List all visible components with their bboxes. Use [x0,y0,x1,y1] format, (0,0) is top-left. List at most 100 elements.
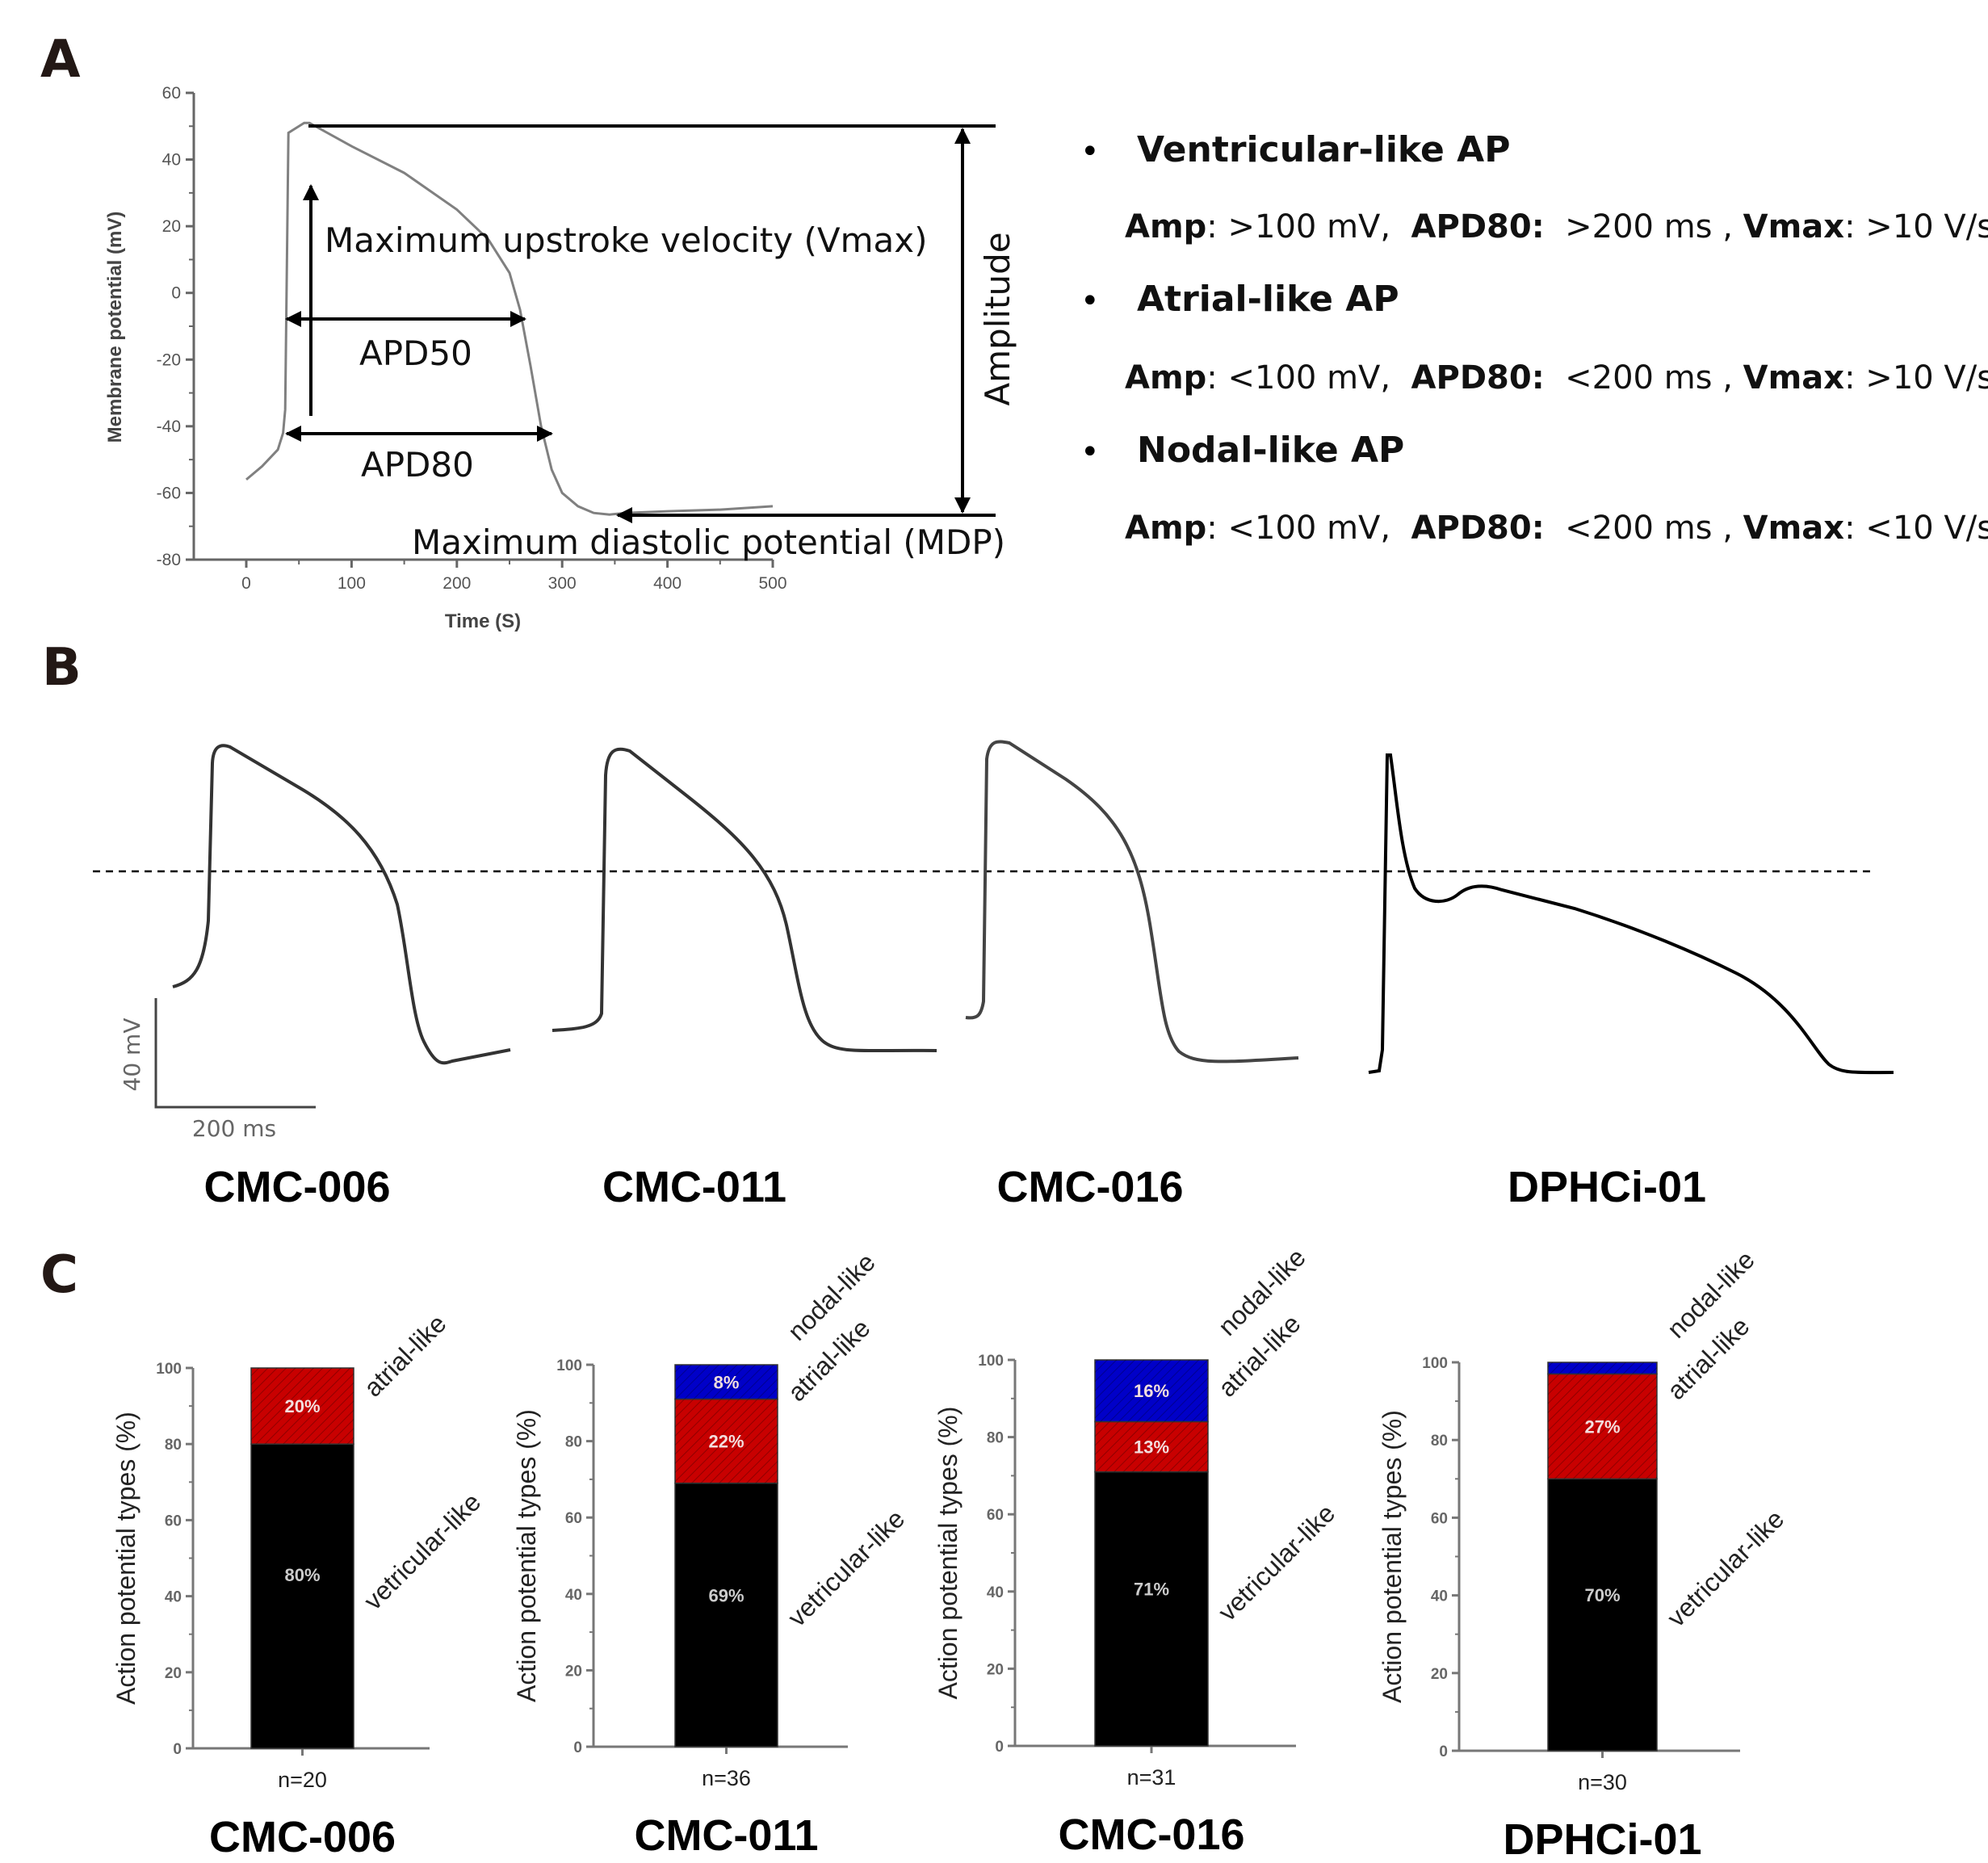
segment-value-label: 22% [708,1432,744,1452]
y-tick-label: 80 [1431,1433,1448,1450]
bar-hatch-nodal-like [1095,1360,1208,1422]
colon: : [1844,510,1856,547]
cell-line-label: CMC-016 [996,1163,1183,1211]
y-axis-label: Action potential types (%) [111,1412,141,1705]
y-tick-label: -40 [157,417,181,436]
amp-label: Amp [1125,359,1207,397]
stacked-bar-chart-cmc-011: 0 20 40 60 80 100 Action potential types (%) n=… [512,1248,910,1860]
x-axis-label: Time (S) [445,611,521,632]
chart-title: CMC-016 [1058,1811,1244,1859]
colon: : [1844,208,1856,245]
segment-type-label-vetricular-like: vetricular-like [358,1487,486,1616]
segment-type-label-atrial-like: atrial-like [358,1309,451,1403]
bar-segment-vetricular-like [1094,1471,1209,1747]
segment-value-label: 69% [708,1585,744,1605]
y-tick-label: 100 [1422,1355,1448,1372]
y-axis-label: Action potential types (%) [512,1409,541,1702]
amp-value: <100 mV, [1227,510,1391,547]
amplitude-label: Amplitude [978,232,1017,405]
vmax-label: Maximum upstroke velocity (Vmax) [325,220,927,260]
y-tick-label: 20 [987,1661,1004,1678]
y-tick-label: 100 [156,1361,182,1378]
y-tick-label: 0 [1439,1743,1448,1760]
panel-a-axes [186,91,774,568]
y-tick-label: 60 [165,1513,182,1529]
panel-letter-b: B [42,638,82,698]
apd80-label: APD80: [1411,208,1545,245]
x-tick-label: 300 [548,574,577,593]
y-axis-label: Action potential types (%) [1378,1410,1407,1703]
x-tick-label: 400 [653,574,682,593]
panel-letter-c: C [40,1245,78,1305]
chart-title: DPHCi-01 [1503,1815,1701,1863]
apd80-label: APD80 [361,445,474,485]
mdp-label: Maximum diastolic potential (MDP) [412,522,1005,562]
action-potential-trace [245,121,774,516]
trace-dphci-01 [1368,753,1894,1075]
y-tick-label: -20 [157,350,181,369]
y-tick-label: 40 [987,1584,1004,1601]
segment-value-label: 20% [284,1396,320,1416]
bar-segment-vetricular-like [674,1482,778,1748]
bar-hatch-atrial-like [675,1399,778,1483]
cell-line-label: CMC-006 [203,1163,390,1211]
panel-letter-a: A [40,30,81,90]
panel-b-traces: B 40 mV 200 ms CMC-006 CMC-011 CMC-016 D… [42,638,1894,1211]
colon: : [1206,208,1218,245]
bullet: • [1080,283,1100,320]
bar-hatch-atrial-like [1548,1374,1657,1479]
vmax-value: >10 V/s [1865,208,1988,245]
criteria-values: Amp: <100 mV, APD80: <200 ms , Vmax: >10… [1125,359,1988,397]
y-tick-label: 20 [1431,1666,1448,1683]
bullet: • [1080,434,1100,471]
category-label: n=30 [1578,1770,1627,1794]
x-tick-label: 100 [338,574,366,593]
y-tick-label: -60 [157,484,181,502]
y-tick-label: -80 [157,551,181,569]
bar-hatch-atrial-like [251,1368,354,1445]
amp-value: >100 mV, [1227,208,1391,245]
x-tick-label: 200 [442,574,471,593]
criteria-values: Amp: >100 mV, APD80: >200 ms , Vmax: >10… [1125,208,1988,245]
vmax-value: <10 V/s [1865,510,1988,547]
apd80-label: APD80: [1411,359,1545,397]
y-tick-label: 100 [556,1357,582,1374]
y-tick-label: 100 [978,1353,1004,1370]
category-label: n=20 [278,1768,327,1792]
y-tick-label: 60 [162,84,181,103]
apd80-value: <200 ms , [1565,359,1733,397]
y-tick-label: 20 [565,1663,582,1680]
segment-value-label: 70% [1584,1585,1620,1605]
chart-title: CMC-006 [209,1813,396,1861]
scale-bar-lines [154,998,316,1109]
bar-hatch-atrial-like [1095,1421,1208,1472]
y-tick-label: 0 [995,1739,1004,1756]
trace-cmc-016 [965,740,1299,1064]
y-axis-label: Action potential types (%) [933,1407,963,1700]
segment-type-label-vetricular-like: vetricular-like [782,1504,910,1632]
y-tick-label: 40 [162,151,181,170]
amp-label: Amp [1125,510,1207,547]
cell-line-label: CMC-011 [602,1163,786,1211]
cell-line-label: DPHCi-01 [1508,1163,1706,1211]
segment-value-label: 13% [1134,1437,1169,1458]
trace-cmc-006 [172,744,511,1065]
y-tick-label: 40 [565,1587,582,1604]
y-tick-label: 0 [573,1739,582,1756]
criteria-title: Ventricular-like AP [1137,129,1511,170]
vmax-value: >10 V/s [1865,359,1988,397]
category-label: n=36 [702,1766,751,1790]
segment-type-label-vetricular-like: vetricular-like [1212,1498,1340,1626]
y-axis-label: Membrane potential (mV) [104,212,126,443]
y-tick-label: 80 [165,1437,182,1454]
stacked-bar-chart-cmc-006: 0 20 40 60 80 100 Action potential types (%) n=… [111,1309,486,1861]
segment-value-label: 8% [714,1372,740,1392]
y-tick-label: 20 [162,217,181,236]
y-tick-label: 60 [987,1507,1004,1524]
trace-cmc-011 [552,747,937,1053]
scale-bar-voltage: 40 mV [119,1018,145,1092]
vmax-label: Vmax [1743,359,1845,397]
segment-value-label: 80% [284,1565,320,1585]
